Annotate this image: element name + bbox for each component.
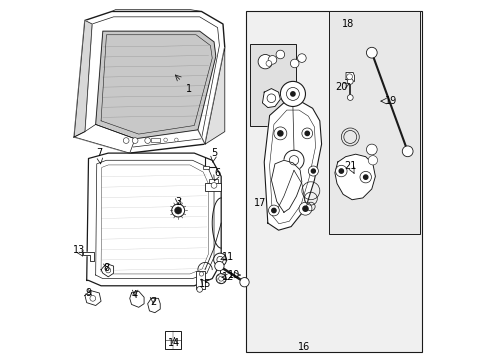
Circle shape — [213, 253, 226, 266]
Text: 13: 13 — [73, 245, 85, 255]
Polygon shape — [101, 264, 113, 277]
Polygon shape — [129, 291, 144, 307]
Text: 11: 11 — [222, 252, 234, 262]
Circle shape — [290, 59, 298, 68]
Bar — [208, 179, 217, 183]
Circle shape — [367, 156, 377, 165]
Circle shape — [302, 206, 307, 211]
Text: 2: 2 — [150, 297, 156, 307]
Circle shape — [297, 54, 305, 62]
Circle shape — [199, 272, 203, 276]
Text: 10: 10 — [227, 270, 240, 280]
Circle shape — [123, 138, 129, 143]
Text: 5: 5 — [210, 148, 217, 158]
Polygon shape — [346, 72, 354, 81]
Polygon shape — [262, 89, 280, 108]
Circle shape — [311, 169, 315, 173]
Circle shape — [171, 204, 184, 217]
Circle shape — [286, 87, 299, 100]
Polygon shape — [83, 252, 94, 261]
Circle shape — [211, 183, 217, 188]
Circle shape — [144, 138, 150, 143]
Circle shape — [218, 276, 223, 281]
Circle shape — [163, 138, 167, 141]
Circle shape — [366, 47, 376, 58]
Circle shape — [266, 94, 275, 103]
Circle shape — [239, 278, 249, 287]
Circle shape — [265, 60, 271, 66]
Text: 18: 18 — [342, 19, 354, 29]
Polygon shape — [264, 101, 321, 230]
Circle shape — [339, 169, 343, 173]
Circle shape — [267, 55, 276, 64]
Bar — [164, 330, 181, 348]
Bar — [203, 166, 208, 169]
Polygon shape — [86, 153, 221, 286]
Circle shape — [196, 287, 202, 292]
Bar — [246, 12, 421, 352]
Circle shape — [132, 138, 138, 143]
Circle shape — [276, 50, 284, 59]
Polygon shape — [271, 160, 301, 212]
Circle shape — [335, 165, 346, 177]
Polygon shape — [74, 125, 135, 153]
Polygon shape — [74, 21, 92, 137]
Circle shape — [280, 81, 305, 107]
Circle shape — [402, 146, 412, 157]
Bar — [204, 183, 221, 191]
Text: 8: 8 — [103, 263, 109, 273]
Circle shape — [346, 78, 352, 84]
Bar — [151, 138, 160, 142]
Circle shape — [90, 296, 96, 301]
Bar — [328, 12, 419, 234]
Text: 6: 6 — [214, 168, 220, 178]
Polygon shape — [85, 291, 101, 306]
Circle shape — [363, 175, 367, 179]
Circle shape — [271, 208, 276, 213]
Circle shape — [268, 205, 279, 216]
Polygon shape — [74, 12, 224, 153]
Circle shape — [284, 150, 304, 170]
Text: 17: 17 — [254, 198, 266, 208]
Circle shape — [214, 261, 224, 271]
Bar — [196, 271, 204, 289]
Circle shape — [174, 138, 178, 141]
Text: 1: 1 — [185, 84, 192, 94]
Bar — [249, 44, 296, 126]
Polygon shape — [334, 154, 375, 200]
Text: 20: 20 — [334, 82, 347, 92]
Polygon shape — [147, 298, 160, 313]
Circle shape — [273, 127, 286, 140]
Circle shape — [277, 131, 283, 136]
Polygon shape — [96, 31, 215, 139]
Circle shape — [359, 171, 371, 183]
Circle shape — [305, 131, 309, 135]
Text: 7: 7 — [96, 148, 102, 158]
Circle shape — [174, 207, 182, 214]
Text: 21: 21 — [344, 161, 356, 171]
Circle shape — [216, 274, 226, 284]
Circle shape — [308, 166, 318, 176]
Polygon shape — [198, 47, 224, 144]
Circle shape — [298, 202, 311, 215]
Text: 14: 14 — [168, 338, 181, 348]
Text: 16: 16 — [297, 342, 309, 352]
Circle shape — [217, 256, 223, 263]
Circle shape — [105, 268, 110, 273]
Text: 9: 9 — [85, 288, 91, 298]
Text: 15: 15 — [199, 279, 211, 289]
Circle shape — [301, 128, 312, 139]
Text: 4: 4 — [132, 290, 138, 300]
Text: 3: 3 — [175, 197, 181, 207]
Circle shape — [258, 54, 272, 69]
Text: 19: 19 — [385, 96, 397, 106]
Circle shape — [346, 74, 352, 80]
Text: 12: 12 — [222, 272, 234, 282]
Circle shape — [289, 156, 298, 165]
Circle shape — [346, 95, 352, 100]
Circle shape — [290, 92, 294, 96]
Circle shape — [366, 144, 376, 155]
